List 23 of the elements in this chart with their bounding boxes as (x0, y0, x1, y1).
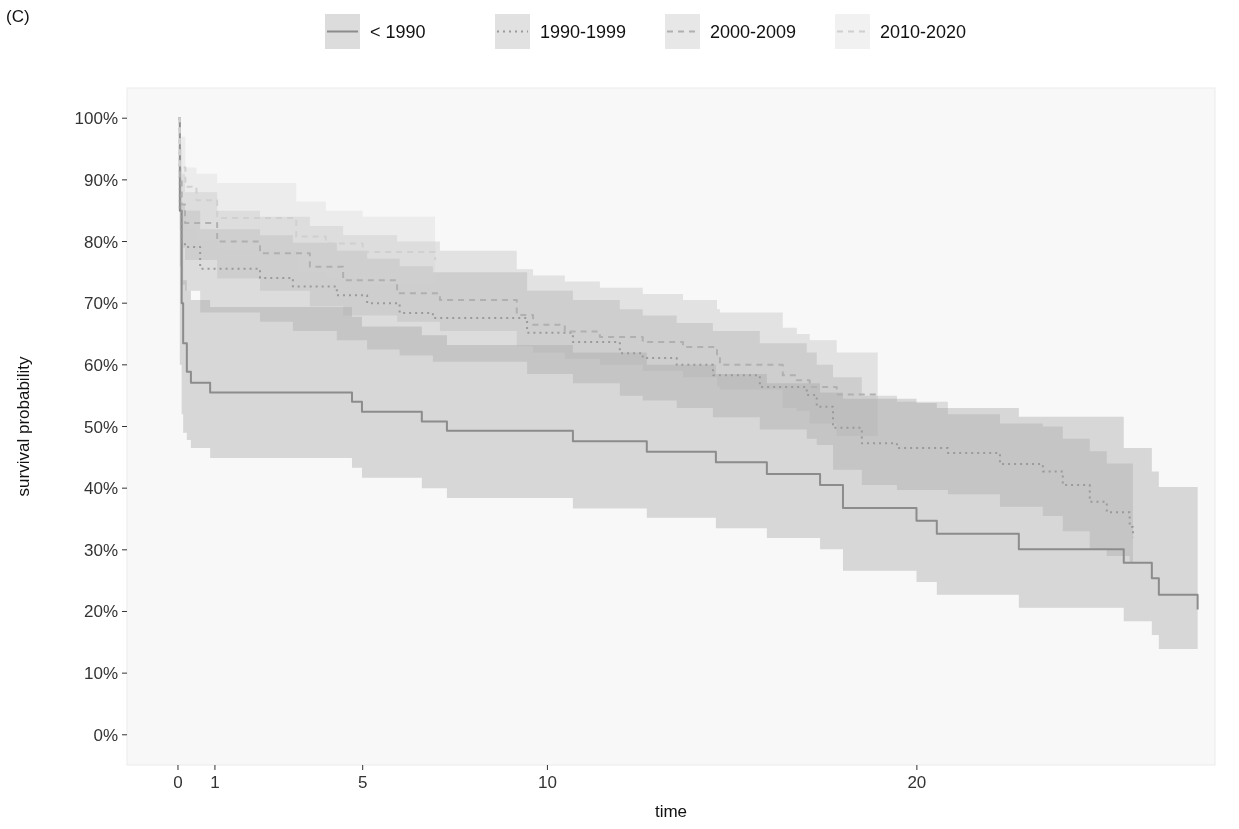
y-tick-label: 70% (83, 294, 118, 314)
y-tick-label: 90% (83, 170, 118, 190)
y-tick-label: 40% (83, 479, 118, 499)
legend-label: 2010-2020 (880, 22, 967, 42)
y-tick-label: 60% (83, 355, 118, 375)
x-tick-label: 20 (907, 773, 927, 792)
x-tick-label: 0 (173, 773, 183, 792)
y-tick-label: 50% (83, 417, 118, 437)
x-tick-label: 1 (210, 773, 220, 792)
y-tick-label: 0% (93, 725, 118, 745)
y-tick-label: 80% (83, 232, 118, 252)
x-tick-label: 10 (537, 773, 557, 792)
legend-label: 2000-2009 (710, 22, 797, 42)
y-tick-label: 30% (83, 540, 118, 560)
text: (C) (6, 7, 30, 26)
legend-label: 1990-1999 (540, 22, 627, 42)
x-axis-title: time (654, 802, 688, 821)
y-tick-label: 100% (74, 109, 118, 129)
legend-label: < 1990 (370, 22, 426, 42)
y-tick-label: 10% (83, 664, 118, 684)
y-axis-title: survival probability (14, 356, 33, 497)
y-tick-label: 20% (83, 602, 118, 622)
x-tick-label: 5 (357, 773, 368, 792)
